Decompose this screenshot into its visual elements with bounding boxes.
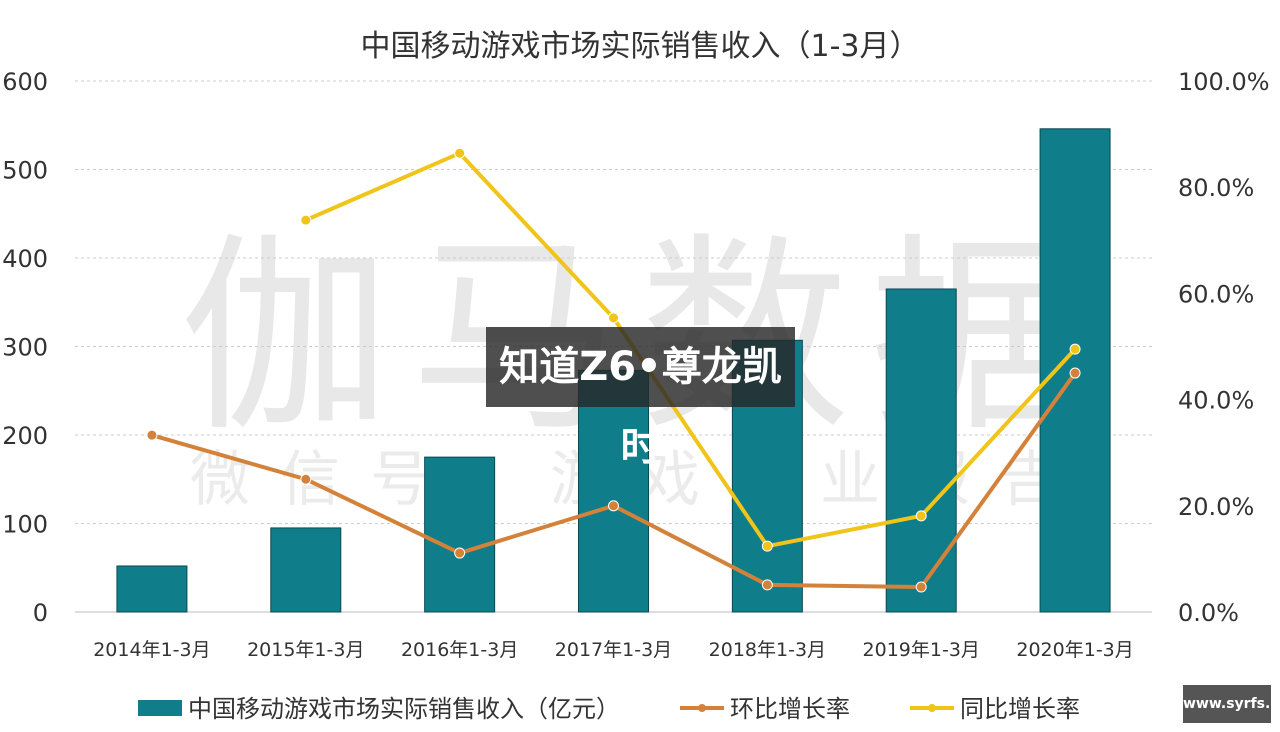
bar [116,565,188,613]
x-tick-label: 2016年1-3月 [401,639,518,661]
legend-label: 同比增长率 [960,695,1080,723]
x-tick-label: 2014年1-3月 [93,639,210,661]
bar [885,288,957,613]
chart-title: 中国移动游戏市场实际销售收入（1-3月） [361,29,920,64]
x-tick-label: 2015年1-3月 [247,639,364,661]
data-point [300,214,312,226]
data-point [761,540,773,552]
y-right-tick-label: 100.0% [1178,68,1270,96]
legend-swatch [138,700,182,716]
y-left-tick-label: 500 [2,157,48,185]
bar [270,527,342,613]
data-point [1069,367,1081,379]
bar [578,369,649,613]
y-right-tick-label: 40.0% [1178,387,1254,415]
data-point [608,500,619,512]
data-point [608,312,619,324]
y-left-tick-label: 400 [2,245,48,273]
data-point [146,429,158,441]
x-tick-label: 2018年1-3月 [709,639,826,661]
y-right-tick-label: 20.0% [1178,493,1254,521]
data-point [1069,343,1081,355]
legend-label: 环比增长率 [730,695,850,723]
y-left-tick-label: 600 [2,68,48,96]
y-left-tick-label: 200 [2,422,48,450]
data-point [300,473,312,485]
y-right-tick-label: 60.0% [1178,280,1254,308]
legend-label: 中国移动游戏市场实际销售收入（亿元） [188,695,620,723]
y-left-tick-label: 300 [2,334,48,362]
data-point [915,510,927,522]
legend-marker [698,704,706,712]
data-point [761,579,773,591]
overlay-banner: 知道Z6•尊龙凯时 [486,327,795,470]
y-right-tick-label: 0.0% [1178,599,1239,627]
x-tick-label: 2017年1-3月 [555,639,672,661]
y-right-tick-label: 80.0% [1178,174,1254,202]
legend-marker [928,704,936,712]
data-point [454,547,466,559]
y-left-tick-label: 100 [2,511,48,539]
series-line [304,150,1077,549]
site-badge[interactable]: www.syrfs.com [1183,685,1280,723]
x-tick-label: 2019年1-3月 [863,639,980,661]
data-point [915,581,927,593]
x-tick-label: 2020年1-3月 [1016,639,1133,661]
bar [424,456,496,613]
y-left-tick-label: 0 [33,599,48,627]
data-point [454,147,466,159]
